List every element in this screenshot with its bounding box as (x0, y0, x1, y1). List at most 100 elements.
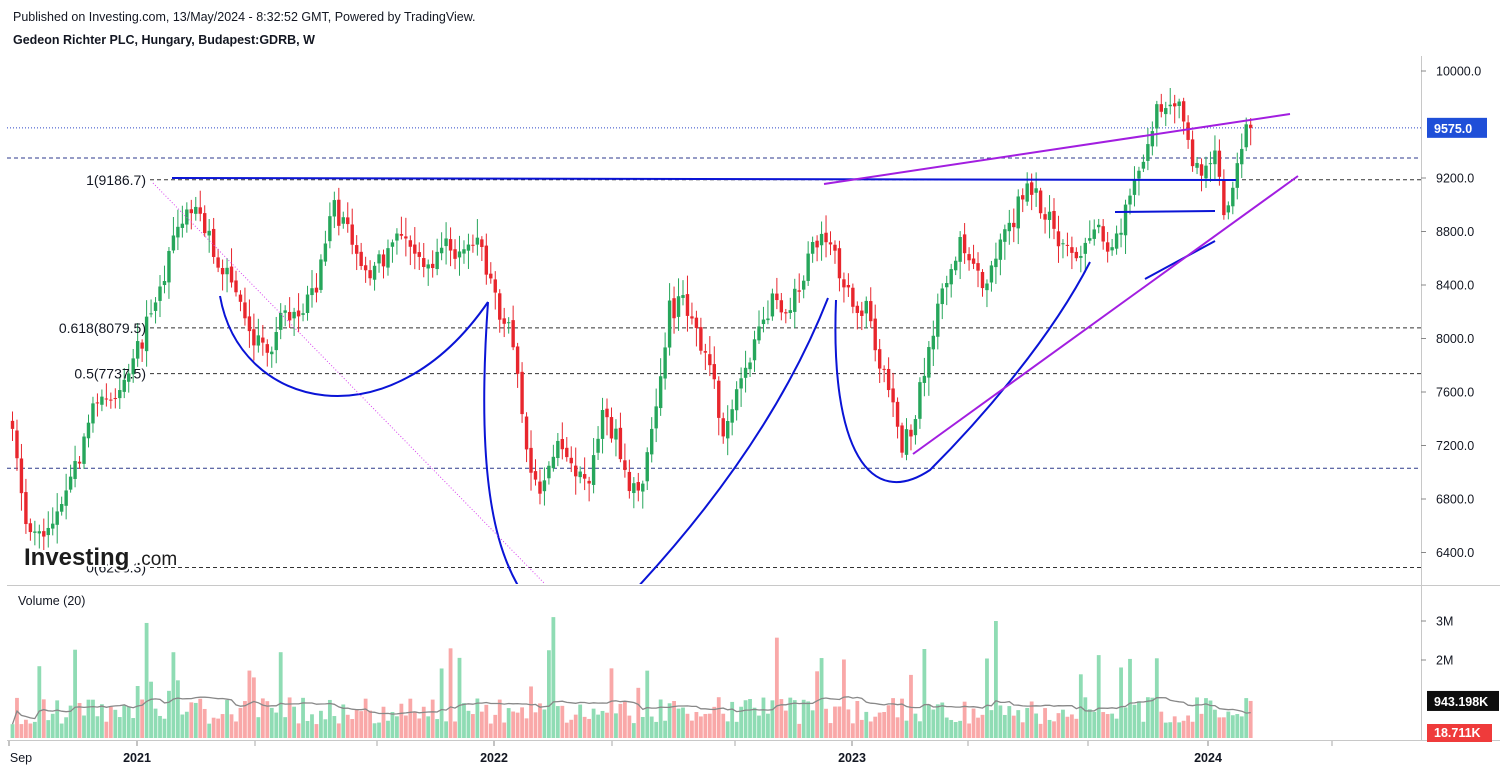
volume-bar (716, 697, 721, 738)
volume-bar (564, 722, 569, 738)
candle-body (337, 199, 341, 226)
candle-body (1146, 144, 1150, 161)
time-tick-label: 2023 (838, 751, 866, 765)
candle-body (33, 531, 37, 533)
volume-bar (426, 716, 431, 738)
volume-bar (515, 712, 520, 738)
volume-bar (1199, 713, 1204, 738)
candle-body (1029, 182, 1034, 195)
volume-bar (913, 713, 918, 738)
candle-body (372, 265, 377, 280)
candle-body (1204, 165, 1208, 179)
volume-bar (850, 723, 855, 738)
volume-bar (198, 698, 203, 738)
candle-body (953, 260, 958, 271)
volume-bar (703, 713, 708, 738)
candle-body (627, 471, 632, 492)
volume-bar (256, 717, 261, 738)
candle-body (350, 224, 354, 245)
volume-bar (55, 700, 60, 738)
volume-bar (471, 714, 475, 738)
candle-body (1047, 211, 1052, 220)
volume-bar (1092, 711, 1097, 738)
candle-body (46, 527, 50, 536)
candle-body (882, 368, 886, 370)
candle-body (994, 258, 998, 268)
volume-bar (269, 707, 274, 738)
candle-body (1074, 251, 1079, 259)
candle-body (243, 302, 247, 319)
volume-bar (497, 699, 502, 738)
candle-body (900, 425, 904, 453)
volume-bar (283, 717, 288, 738)
volume-bar (766, 713, 770, 738)
volume-bar (886, 705, 891, 738)
candle-body (359, 251, 363, 267)
candle-body (1141, 161, 1146, 169)
volume-bar (645, 670, 650, 738)
time-tick-label: 2024 (1194, 751, 1222, 765)
candle-body (203, 213, 207, 234)
volume-bar (877, 712, 882, 738)
volume-bar (707, 713, 712, 738)
candle-body (752, 339, 757, 361)
candle-body (73, 461, 77, 479)
candle-body (699, 327, 703, 351)
volume-bar (113, 709, 118, 738)
volume-bar (1181, 720, 1186, 738)
candle-body (1226, 205, 1231, 213)
volume-bar (1025, 707, 1030, 738)
volume-bar (600, 710, 605, 738)
candle-body (1065, 244, 1070, 246)
candle-body (1248, 124, 1253, 128)
candle-body (82, 436, 86, 464)
time-tick-label: 2021 (123, 751, 151, 765)
candle-body (560, 438, 565, 450)
candle-body (1079, 255, 1083, 258)
candle-body (645, 452, 649, 482)
volume-bar (810, 710, 815, 738)
candle-body (377, 254, 381, 264)
volume-bar (439, 668, 444, 738)
candle-body (480, 239, 484, 247)
candle-body (158, 286, 162, 301)
candle-body (551, 456, 556, 469)
candle-body (408, 240, 413, 247)
candle-body (1173, 103, 1177, 107)
candle-body (1070, 247, 1074, 253)
candle-body (976, 263, 980, 271)
candle-body (238, 294, 243, 302)
candle-body (42, 531, 46, 537)
volume-bar (1101, 712, 1106, 738)
volume-bar (243, 701, 247, 738)
candle-body (904, 429, 909, 455)
candle-body (582, 474, 587, 479)
volume-bar (743, 700, 748, 738)
volume-bar (332, 716, 337, 738)
candle-body (140, 342, 144, 349)
candle-body (207, 230, 211, 236)
candle-body (605, 408, 609, 418)
candle-body (1186, 122, 1190, 140)
volume-bar (658, 699, 663, 738)
candle-body (743, 367, 748, 378)
candle-body (833, 244, 837, 251)
volume-bar (37, 666, 42, 738)
candle-body (430, 263, 435, 269)
candle-body (247, 316, 252, 332)
candle-body (64, 490, 68, 506)
candle-body (556, 440, 560, 459)
volume-bar (721, 713, 726, 738)
candle-body (524, 416, 529, 450)
volume-bar (305, 720, 310, 738)
volume-panel-title: Volume (20) (18, 594, 85, 608)
volume-bar (520, 707, 524, 738)
candle-body (927, 347, 931, 378)
volume-bar (734, 721, 739, 738)
volume-bar (1114, 718, 1119, 738)
candle-body (381, 254, 386, 267)
candle-body (739, 378, 743, 389)
candle-body (712, 364, 716, 380)
candle-body (448, 239, 453, 251)
